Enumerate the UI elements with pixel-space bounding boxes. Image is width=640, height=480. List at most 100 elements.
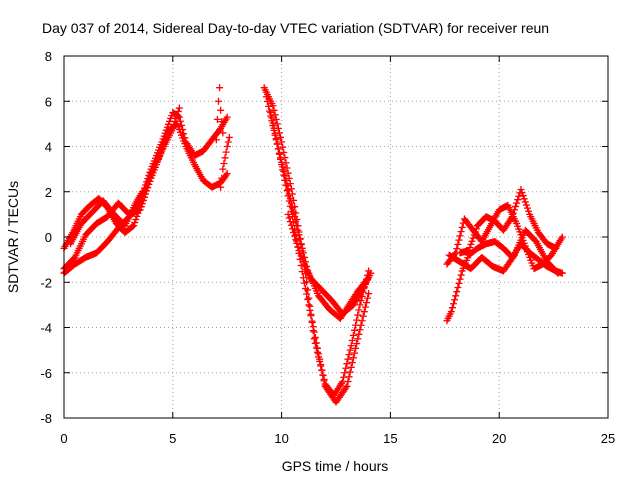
- x-axis-label: GPS time / hours: [282, 458, 389, 474]
- data-point: [219, 165, 227, 173]
- data-point: [299, 274, 307, 282]
- data-point: [523, 204, 531, 212]
- data-point: [291, 232, 299, 240]
- data-point: [469, 234, 477, 242]
- y-tick-label: -8: [40, 411, 52, 426]
- data-point: [510, 206, 518, 214]
- data-point: [305, 301, 313, 309]
- data-point: [286, 218, 294, 226]
- data-point: [453, 288, 461, 296]
- y-tick-label: -6: [40, 366, 52, 381]
- data-point: [306, 306, 314, 314]
- data-point: [308, 317, 316, 325]
- data-point: [139, 196, 147, 204]
- data-point: [343, 360, 351, 368]
- data-point: [314, 344, 322, 352]
- data-point: [346, 346, 354, 354]
- data-markers: [60, 84, 566, 406]
- data-point: [223, 113, 231, 121]
- data-point: [354, 335, 362, 343]
- data-point: [456, 275, 464, 283]
- data-point: [273, 140, 281, 148]
- data-point: [310, 328, 318, 336]
- data-point: [357, 321, 365, 329]
- data-point: [280, 148, 288, 156]
- data-point: [143, 187, 151, 195]
- x-tick-label: 5: [169, 431, 176, 446]
- data-point: [288, 225, 296, 233]
- data-point: [129, 223, 137, 231]
- data-point: [455, 236, 463, 244]
- data-point: [262, 93, 270, 101]
- data-point: [467, 240, 475, 248]
- data-point: [146, 177, 154, 185]
- data-point: [216, 84, 224, 92]
- data-point: [509, 209, 517, 217]
- data-point: [320, 377, 328, 385]
- data-point: [349, 331, 357, 339]
- data-point: [309, 323, 317, 331]
- data-point: [353, 340, 361, 348]
- data-point: [221, 154, 229, 162]
- data-point: [223, 170, 231, 178]
- data-point: [218, 174, 226, 182]
- data-point: [267, 109, 275, 117]
- data-point: [294, 243, 302, 251]
- data-point: [285, 197, 293, 205]
- data-point: [288, 213, 296, 221]
- data-point: [358, 317, 366, 325]
- data-point: [553, 268, 561, 276]
- data-point: [466, 243, 474, 251]
- data-point: [144, 184, 152, 192]
- data-point: [448, 304, 456, 312]
- data-point: [138, 188, 146, 196]
- series-trace-d: [67, 188, 146, 248]
- y-tick-label: 2: [45, 185, 52, 200]
- data-point: [458, 223, 466, 231]
- axis-ticks: 0 5 10 15 20 25 -8 -6 -4 -2 0 2 4 6 8: [40, 49, 615, 446]
- data-point: [356, 326, 364, 334]
- data-point: [367, 269, 375, 277]
- series-trace-g: [267, 109, 373, 406]
- data-point: [178, 121, 186, 129]
- data-point: [303, 290, 311, 298]
- data-point: [355, 306, 363, 314]
- data-point: [217, 183, 225, 191]
- data-point: [354, 311, 362, 319]
- data-point: [294, 226, 302, 234]
- data-point: [286, 180, 294, 188]
- data-point: [287, 221, 295, 229]
- data-point: [365, 290, 373, 298]
- data-point: [453, 245, 461, 253]
- data-point: [454, 240, 462, 248]
- data-point: [138, 200, 146, 208]
- data-point: [292, 236, 300, 244]
- data-point: [175, 104, 183, 112]
- data-point: [348, 359, 356, 367]
- data-point: [508, 213, 516, 221]
- data-point: [347, 363, 355, 371]
- data-point: [266, 107, 274, 115]
- data-point: [558, 233, 566, 241]
- series-trace-k: [445, 226, 562, 277]
- data-point: [217, 106, 225, 114]
- y-tick-label: -2: [40, 275, 52, 290]
- data-point: [220, 159, 228, 167]
- data-point: [359, 312, 367, 320]
- data-point: [465, 247, 473, 255]
- data-point: [514, 196, 522, 204]
- data-point: [360, 308, 368, 316]
- series-spike-7b: [217, 133, 233, 191]
- data-point: [222, 171, 230, 179]
- data-point: [219, 129, 227, 137]
- data-point: [287, 185, 295, 193]
- data-point: [171, 118, 179, 126]
- data-point: [344, 355, 352, 363]
- x-tick-label: 25: [601, 431, 615, 446]
- y-tick-label: -4: [40, 321, 52, 336]
- x-tick-label: 15: [383, 431, 397, 446]
- data-point: [521, 198, 529, 206]
- data-point: [284, 192, 292, 200]
- data-point: [275, 150, 283, 158]
- data-point: [131, 219, 139, 227]
